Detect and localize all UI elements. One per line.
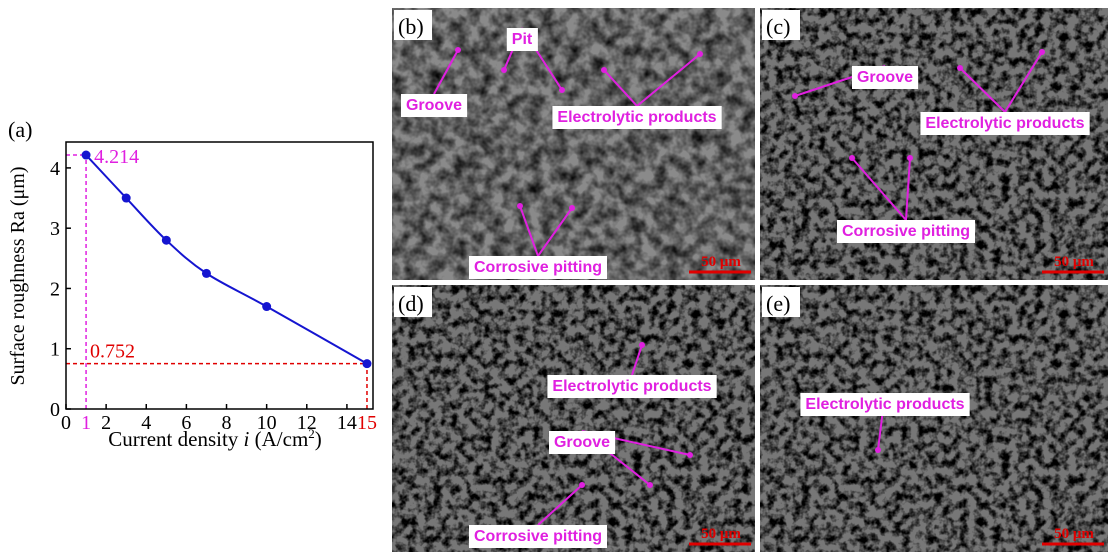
y-tick-label: 4 <box>50 158 60 180</box>
y-tick-label: 0 <box>50 399 60 421</box>
arrow-head <box>579 482 585 488</box>
panel-label: (b) <box>398 14 424 39</box>
panel-label: (e) <box>766 291 790 316</box>
data-point <box>82 151 91 160</box>
x-axis-label: Current density i (A/cm2) <box>108 426 322 451</box>
scale-bar-label: 50 μm <box>1054 254 1094 270</box>
sem-panel: (c) Groove Electrolytic products Corrosive … <box>760 8 1108 280</box>
highlight-x-label: 1 <box>81 412 91 434</box>
annotation: Pit <box>512 31 533 48</box>
highlight-y-label: 4.214 <box>94 146 139 168</box>
arrow-head <box>1039 49 1045 55</box>
annotation: Electrolytic products <box>925 115 1084 132</box>
arrow-head <box>601 67 607 73</box>
y-axis-label: Surface roughness Ra (μm) <box>7 167 29 386</box>
data-point <box>162 236 171 245</box>
x-tick-label: 2 <box>101 412 111 434</box>
data-point <box>122 194 131 203</box>
arrow-head <box>907 155 913 161</box>
figure: (a) Surface roughness Ra (μm) Current de… <box>0 0 1108 552</box>
highlight-x-label: 15 <box>357 412 377 434</box>
arrow-head <box>792 93 798 99</box>
series-line <box>86 155 367 364</box>
data-point <box>362 359 371 368</box>
arrow-head <box>455 47 461 53</box>
x-tick-label: 0 <box>61 412 71 434</box>
x-tick-label: 8 <box>222 412 232 434</box>
annotation: Groove <box>554 434 610 451</box>
panel-label: (c) <box>766 14 790 39</box>
panel-label: (a) <box>8 117 32 142</box>
sem-panel: (b) Pit Groove Electrolytic products Corrosi… <box>392 8 755 280</box>
annotation: Electrolytic products <box>552 378 711 395</box>
sem-panel: (e) Electrolytic products 50 μm <box>760 285 1108 552</box>
y-tick-label: 3 <box>50 218 60 240</box>
sem-panel: (d) Electrolytic products Groove Corrosive … <box>392 285 755 552</box>
annotation: Electrolytic products <box>805 396 964 413</box>
x-tick-label: 14 <box>337 412 357 434</box>
arrow-head <box>875 447 881 453</box>
annotation: Corrosive pitting <box>842 223 970 240</box>
arrow-head <box>957 65 963 71</box>
y-tick-label: 1 <box>50 339 60 361</box>
annotation: Electrolytic products <box>557 109 716 126</box>
data-point <box>202 269 211 278</box>
highlight-y-label: 0.752 <box>90 341 135 363</box>
arrow-head <box>639 342 645 348</box>
arrow-head <box>647 482 653 488</box>
scale-bar-label: 50 μm <box>701 526 741 542</box>
arrow-head <box>559 87 565 93</box>
annotation: Groove <box>406 97 462 114</box>
sem-texture <box>392 8 755 280</box>
x-tick-label: 4 <box>141 412 151 434</box>
y-tick-label: 2 <box>50 278 60 300</box>
arrow-head <box>569 205 575 211</box>
x-tick-label: 12 <box>297 412 317 434</box>
arrow-head <box>849 155 855 161</box>
x-tick-label: 6 <box>181 412 191 434</box>
x-tick-label: 10 <box>257 412 277 434</box>
arrow-head <box>697 51 703 57</box>
data-point <box>262 302 271 311</box>
scale-bar-label: 50 μm <box>701 254 741 270</box>
scale-bar-label: 50 μm <box>1054 526 1094 542</box>
panel-label: (d) <box>398 291 424 316</box>
arrow-head <box>501 67 507 73</box>
sem-texture <box>760 285 1108 552</box>
arrow-head <box>687 452 693 458</box>
annotation: Corrosive pitting <box>474 259 602 276</box>
sem-texture <box>392 285 755 552</box>
arrow-head <box>517 203 523 209</box>
annotation: Corrosive pitting <box>474 528 602 545</box>
annotation: Groove <box>857 69 913 86</box>
